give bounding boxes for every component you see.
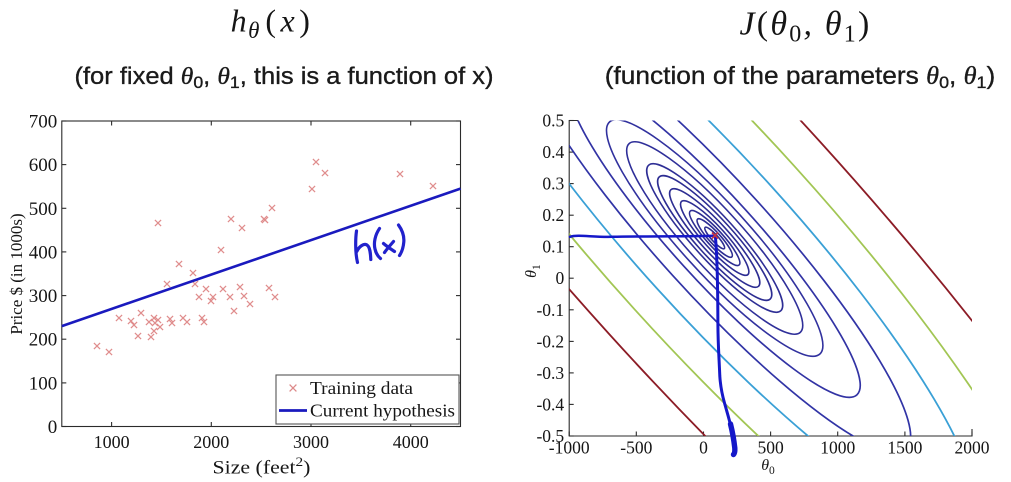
svg-text:0.5: 0.5 xyxy=(542,111,564,131)
svg-text:0: 0 xyxy=(699,438,708,458)
svg-text:0: 0 xyxy=(555,268,564,288)
svg-text:Size (feet2): Size (feet2) xyxy=(213,455,311,478)
svg-text:-0.4: -0.4 xyxy=(536,394,564,414)
svg-text:-0.3: -0.3 xyxy=(536,363,564,383)
svg-text:0.4: 0.4 xyxy=(542,142,564,162)
svg-text:2000: 2000 xyxy=(955,438,990,458)
svg-text:-500: -500 xyxy=(620,438,652,458)
svg-text:(function of the parameters θ0: (function of the parameters θ0, θ1) xyxy=(605,62,996,92)
svg-text:1500: 1500 xyxy=(887,438,922,458)
svg-text:-0.5: -0.5 xyxy=(536,426,564,446)
svg-text:Current hypothesis: Current hypothesis xyxy=(310,401,455,421)
svg-text:700: 700 xyxy=(29,112,58,133)
svg-text:4000: 4000 xyxy=(393,432,429,452)
svg-text:Price $ (in 1000s): Price $ (in 1000s) xyxy=(7,213,26,334)
svg-text:-0.1: -0.1 xyxy=(536,300,564,320)
svg-text:1000: 1000 xyxy=(94,432,130,452)
svg-text:400: 400 xyxy=(29,242,58,263)
svg-text:2000: 2000 xyxy=(193,432,229,452)
svg-text:300: 300 xyxy=(29,286,58,307)
svg-text:3000: 3000 xyxy=(293,432,329,452)
svg-text:0: 0 xyxy=(48,417,58,438)
svg-text:Training data: Training data xyxy=(310,378,413,398)
svg-text:500: 500 xyxy=(757,438,784,458)
svg-text:100: 100 xyxy=(29,373,58,394)
svg-text:600: 600 xyxy=(29,155,58,176)
svg-text:-0.2: -0.2 xyxy=(536,331,564,351)
svg-text:(for fixed θ0, θ1, this is a f: (for fixed θ0, θ1, this is a function of… xyxy=(74,62,493,91)
svg-text:200: 200 xyxy=(29,330,58,351)
svg-text:0.2: 0.2 xyxy=(542,205,564,225)
svg-text:-1000: -1000 xyxy=(549,438,590,458)
svg-text:0.3: 0.3 xyxy=(542,174,564,194)
svg-text:0.1: 0.1 xyxy=(542,237,564,257)
svg-text:1000: 1000 xyxy=(820,438,855,458)
svg-text:hθ(x): hθ(x) xyxy=(231,3,315,44)
svg-text:500: 500 xyxy=(29,199,58,220)
